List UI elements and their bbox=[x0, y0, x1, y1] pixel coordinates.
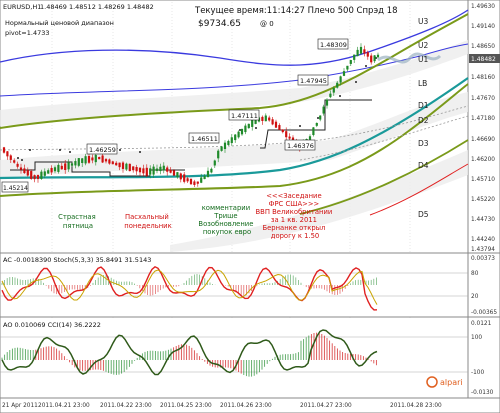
ohlc-values: 1.48469 1.48512 1.48269 1.48482 bbox=[40, 3, 154, 11]
stochastic-signal-line bbox=[1, 269, 378, 305]
svg-text:100: 100 bbox=[471, 335, 482, 341]
counter-label: @ 0 bbox=[260, 20, 274, 28]
svg-text:-0.00365: -0.00365 bbox=[471, 310, 497, 316]
price-axis: 1.49630 1.49140 1.48650 1.48160 1.47670 … bbox=[471, 4, 495, 253]
svg-text:1.43794: 1.43794 bbox=[471, 247, 495, 253]
d3-line bbox=[299, 139, 469, 215]
price-label-148309: 1.48309 bbox=[320, 41, 347, 49]
svg-text:1.49140: 1.49140 bbox=[471, 24, 495, 30]
u3-band-line bbox=[0, 9, 469, 66]
account-balance: $9734.65 bbox=[198, 19, 241, 29]
olive-lower-line bbox=[0, 83, 469, 197]
svg-text:2011.04.21 23:00: 2011.04.21 23:00 bbox=[38, 403, 90, 409]
svg-text:1.46690: 1.46690 bbox=[471, 137, 495, 143]
info-line: Текущее время:11:14:27 Плечо 500 Спрэд 1… bbox=[194, 6, 398, 16]
olive-upper-line bbox=[0, 13, 469, 129]
price-label-146376: 1.46376 bbox=[287, 142, 314, 150]
annotation-easter-monday: Пасхальный понедельник bbox=[124, 213, 171, 230]
price-label-145214: 1.45214 bbox=[3, 185, 28, 192]
ao-cci-label: AO 0.010069 CCI(14) 36.2222 bbox=[3, 321, 101, 329]
svg-text:2011.04.28 23:00: 2011.04.28 23:00 bbox=[390, 403, 442, 409]
annotation-fed: <<<Заседание ФРС США>>> ВВП Великобритан… bbox=[256, 192, 335, 240]
svg-text:1.48650: 1.48650 bbox=[471, 44, 495, 50]
svg-text:1.47180: 1.47180 bbox=[471, 116, 495, 122]
level-d4: D4 bbox=[418, 161, 429, 170]
cci-line bbox=[1, 329, 378, 376]
level-u3: U3 bbox=[418, 17, 428, 26]
current-price-marker bbox=[469, 54, 500, 63]
stochastic-label: AC -0.0018390 Stoch(5,3,3) 35.8491 31.51… bbox=[3, 256, 151, 264]
svg-text:-0.0130: -0.0130 bbox=[471, 390, 494, 396]
svg-text:20: 20 bbox=[471, 294, 479, 300]
svg-text:-100: -100 bbox=[471, 370, 484, 376]
level-d2: D2 bbox=[418, 116, 429, 125]
svg-text:0.0121: 0.0121 bbox=[471, 321, 492, 327]
ao-cci-panel[interactable] bbox=[1, 318, 467, 397]
svg-text:1.49630: 1.49630 bbox=[471, 4, 495, 10]
time-axis: 21 Apr 2011 2011.04.21 23:00 2011.04.22 … bbox=[2, 403, 442, 409]
d4-line bbox=[369, 163, 469, 216]
annotation-trichet: комментарии Трише Возобновление покупок … bbox=[198, 204, 255, 236]
price-label-146511: 1.46511 bbox=[191, 135, 218, 143]
price-label-147945: 1.47945 bbox=[300, 77, 327, 85]
stochastic-main-line bbox=[1, 265, 378, 311]
ao-cci-axis: 0.0121 100 -100 -0.0130 bbox=[471, 321, 494, 396]
svg-text:2011.04.22 23:00: 2011.04.22 23:00 bbox=[100, 403, 152, 409]
svg-text:1.45220: 1.45220 bbox=[471, 197, 495, 203]
level-d1: D1 bbox=[418, 101, 429, 110]
price-label-147111: 1.47111 bbox=[231, 112, 258, 120]
pivot-label: pivot=1.4733 bbox=[5, 29, 50, 37]
svg-text:1.47670: 1.47670 bbox=[471, 96, 495, 102]
lb-teal-line bbox=[0, 77, 469, 180]
level-lb: LB bbox=[418, 79, 427, 88]
stochastic-axis: 0.00373 80 20 -0.00365 bbox=[471, 256, 497, 316]
svg-text:1.44730: 1.44730 bbox=[471, 217, 495, 223]
level-d3: D3 bbox=[418, 139, 429, 148]
level-d5: D5 bbox=[418, 210, 429, 219]
alpari-logo-icon bbox=[426, 376, 438, 388]
svg-text:1.44240: 1.44240 bbox=[471, 237, 495, 243]
svg-text:2011.04.26 23:00: 2011.04.26 23:00 bbox=[220, 403, 272, 409]
svg-text:80: 80 bbox=[471, 271, 479, 277]
level-u1: U1 bbox=[418, 55, 428, 64]
svg-text:21 Apr 2011: 21 Apr 2011 bbox=[2, 403, 38, 409]
symbol-label: EURUSD,H1 bbox=[3, 3, 41, 11]
brand-label: alpari bbox=[440, 378, 463, 387]
stochastic-panel[interactable] bbox=[1, 254, 467, 316]
svg-text:1.48160: 1.48160 bbox=[471, 75, 495, 81]
price-label-146259: 1.46259 bbox=[89, 146, 116, 154]
svg-text:1.45710: 1.45710 bbox=[471, 177, 495, 183]
level-u2: U2 bbox=[418, 41, 428, 50]
range-label: Нормальный ценовой диапазон bbox=[5, 19, 114, 27]
svg-text:2011.04.25 23:00: 2011.04.25 23:00 bbox=[160, 403, 212, 409]
annotation-good-friday: Страстная пятница bbox=[58, 213, 98, 230]
svg-text:0.00373: 0.00373 bbox=[471, 256, 495, 262]
svg-text:2011.04.27 23:00: 2011.04.27 23:00 bbox=[300, 403, 352, 409]
ao-histogram bbox=[1, 332, 377, 377]
svg-text:1.46200: 1.46200 bbox=[471, 157, 495, 163]
current-price: 1.48482 bbox=[471, 56, 496, 63]
step-line-right bbox=[260, 99, 372, 149]
